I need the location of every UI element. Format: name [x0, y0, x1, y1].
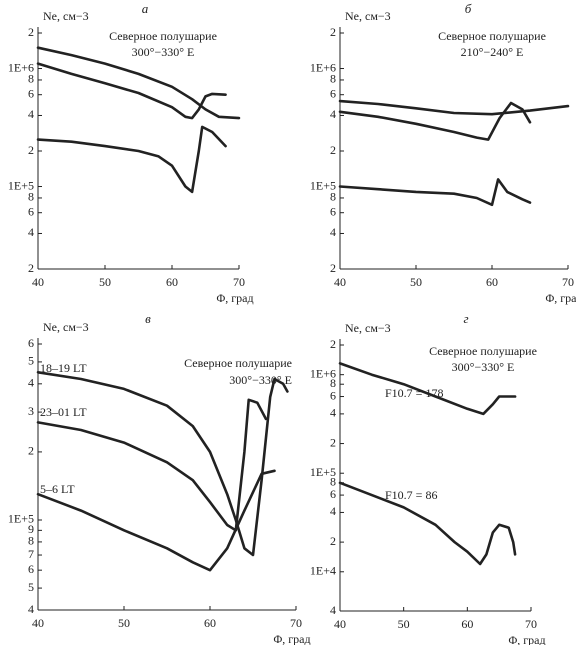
y-tick-label: 8 — [330, 72, 336, 86]
y-tick-label: 8 — [28, 190, 34, 204]
annotation: Северное полушарие — [109, 29, 217, 43]
x-tick-label: 50 — [410, 275, 422, 289]
data-line — [36, 469, 276, 572]
data-line — [338, 178, 532, 207]
y-tick-label: 1E+5 — [310, 465, 336, 479]
y-tick-label: 3 — [28, 404, 34, 418]
x-tick-label: 40 — [334, 275, 346, 289]
y-tick-label: 4 — [330, 107, 336, 121]
series-label: 23–01 LT — [40, 405, 87, 419]
y-tick-label: 2 — [330, 143, 336, 157]
y-tick-label: 4 — [28, 107, 34, 121]
y-tick-label: 8 — [28, 72, 34, 86]
y-tick-label: 1E+5 — [310, 178, 336, 192]
y-tick-label: 7 — [28, 547, 34, 561]
y-tick-label: 6 — [28, 86, 34, 100]
y-tick-label: 1E+6 — [310, 366, 336, 380]
data-line — [338, 362, 517, 416]
y-tick-label: 2 — [28, 444, 34, 458]
y-tick-label: 1E+4 — [310, 564, 336, 578]
x-axis-label: Φ, град — [216, 291, 253, 305]
y-tick-label: 6 — [28, 204, 34, 218]
x-tick-label: 60 — [204, 616, 216, 630]
y-tick-label: 6 — [28, 562, 34, 576]
annotation: Северное полушарие — [438, 29, 546, 43]
y-tick-label: 8 — [28, 534, 34, 548]
y-tick-label: 4 — [330, 603, 336, 617]
y-tick-label: 2 — [330, 435, 336, 449]
y-tick-label: 6 — [330, 388, 336, 402]
y-tick-label: 4 — [330, 406, 336, 420]
x-axis-label: Φ, град — [545, 291, 576, 305]
data-line — [338, 99, 570, 116]
y-tick-label: 1E+6 — [8, 60, 34, 74]
data-line — [36, 398, 268, 532]
x-axis-label: Φ, град — [508, 633, 545, 645]
y-tick-label: 4 — [330, 504, 336, 518]
y-tick-label: 1E+5 — [8, 178, 34, 192]
y-tick-label: 8 — [330, 475, 336, 489]
x-tick-label: 60 — [486, 275, 498, 289]
data-line — [338, 481, 517, 566]
data-line — [36, 62, 227, 120]
y-axis-label: Ne, см−3 — [345, 321, 391, 335]
x-tick-label: 60 — [461, 617, 473, 631]
y-axis-label: Ne, см−3 — [43, 320, 89, 334]
annotation: Северное полушарие — [184, 356, 292, 370]
annotation: Северное полушарие — [429, 344, 537, 358]
annotation: 210°−240° E — [461, 45, 524, 59]
y-axis-label: Ne, см−3 — [345, 9, 391, 23]
data-line — [338, 101, 532, 141]
x-tick-label: 60 — [166, 275, 178, 289]
x-axis-label: Φ, град — [273, 632, 310, 645]
y-tick-label: 8 — [330, 376, 336, 390]
x-tick-label: 70 — [525, 617, 537, 631]
y-tick-label: 2 — [330, 534, 336, 548]
x-tick-label: 40 — [32, 616, 44, 630]
y-tick-label: 8 — [330, 190, 336, 204]
chart-title: в — [145, 311, 151, 326]
data-line — [36, 125, 227, 194]
data-line — [36, 46, 241, 120]
y-tick-label: 5 — [28, 580, 34, 594]
y-tick-label: 1E+5 — [8, 512, 34, 526]
y-tick-label: 2 — [330, 337, 336, 351]
x-tick-label: 40 — [334, 617, 346, 631]
y-tick-label: 6 — [28, 336, 34, 350]
x-tick-label: 70 — [290, 616, 302, 630]
y-tick-label: 4 — [330, 225, 336, 239]
x-tick-label: 40 — [32, 275, 44, 289]
chart-title: б — [465, 1, 472, 16]
y-tick-label: 4 — [28, 225, 34, 239]
y-tick-label: 1E+6 — [310, 60, 336, 74]
x-tick-label: 70 — [233, 275, 245, 289]
y-tick-label: 2 — [28, 25, 34, 39]
annotation: 300°−330° E — [132, 45, 195, 59]
x-tick-label: 50 — [99, 275, 111, 289]
y-tick-label: 5 — [28, 354, 34, 368]
y-tick-label: 9 — [28, 522, 34, 536]
y-tick-label: 2 — [330, 25, 336, 39]
series-label: 5–6 LT — [40, 482, 75, 496]
x-tick-label: 70 — [562, 275, 574, 289]
y-tick-label: 2 — [330, 261, 336, 275]
series-label: F10.7 = 86 — [385, 488, 437, 502]
chart-title: а — [142, 1, 149, 16]
y-tick-label: 6 — [330, 204, 336, 218]
x-tick-label: 50 — [118, 616, 130, 630]
x-tick-label: 50 — [398, 617, 410, 631]
annotation: 300°−330° E — [229, 373, 292, 387]
chart-title: г — [463, 311, 468, 326]
y-axis-label: Ne, см−3 — [43, 9, 89, 23]
y-tick-label: 2 — [28, 143, 34, 157]
y-tick-label: 4 — [28, 376, 34, 390]
y-tick-label: 2 — [28, 261, 34, 275]
y-tick-label: 6 — [330, 86, 336, 100]
annotation: 300°−330° E — [452, 360, 515, 374]
series-label: 18–19 LT — [40, 361, 87, 375]
y-tick-label: 6 — [330, 487, 336, 501]
series-label: F10.7 = 178 — [385, 386, 443, 400]
y-tick-label: 4 — [28, 602, 34, 616]
